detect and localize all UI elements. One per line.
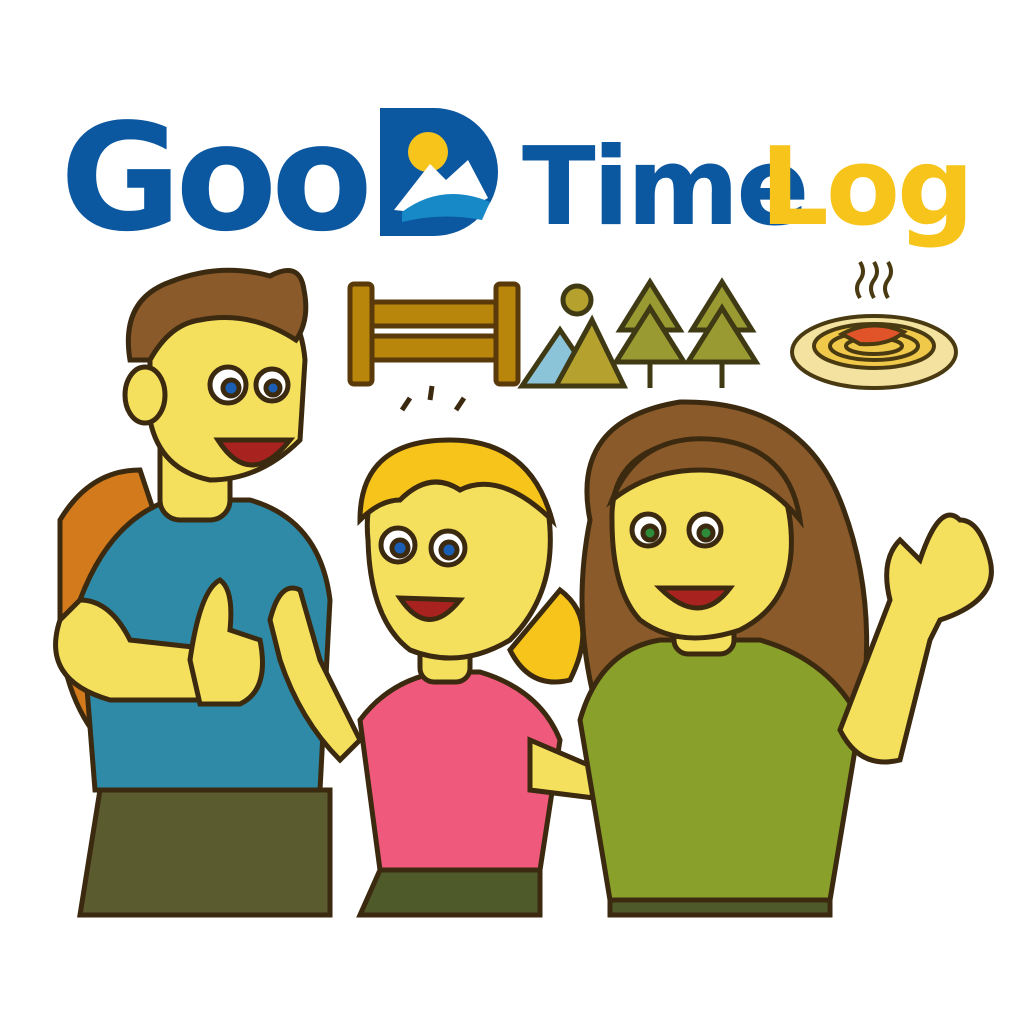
woman-brown-hair: [577, 399, 994, 918]
logo-text-goo: Goo: [60, 92, 373, 264]
logo-text-log: Log: [760, 125, 974, 250]
logo-d-mountain-icon: [380, 108, 498, 236]
mountains-sun-icon: [517, 283, 628, 389]
man-with-backpack: [53, 267, 333, 918]
girl-blonde: [267, 385, 614, 918]
fence-icon: [347, 281, 521, 387]
logo: Goo Time Log: [60, 98, 980, 258]
pine-tree-icon: [611, 277, 689, 388]
spaghetti-plate-icon: [790, 260, 958, 390]
logo-text-time: Time: [522, 125, 809, 250]
pine-tree-icon: [683, 277, 761, 388]
